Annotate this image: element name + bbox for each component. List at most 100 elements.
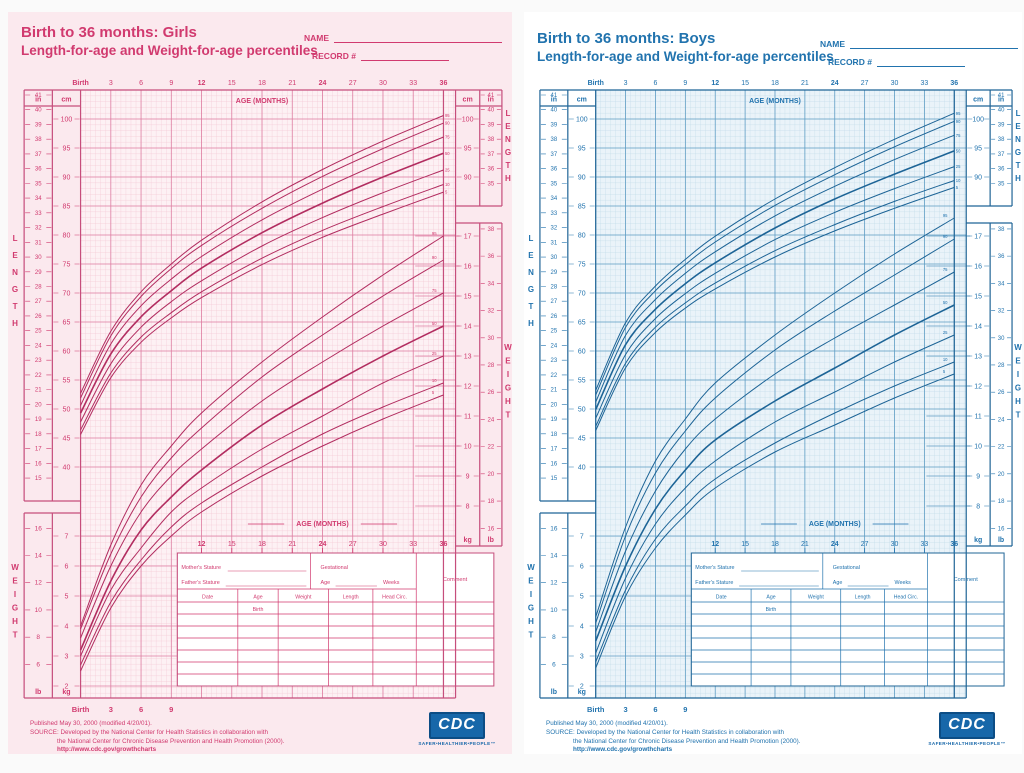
published-line: Published May 30, 2000 (modified 4/20/01… (30, 720, 152, 727)
svg-text:36: 36 (487, 254, 494, 260)
svg-text:18: 18 (551, 432, 558, 438)
svg-text:24: 24 (35, 343, 42, 349)
svg-text:30: 30 (891, 541, 899, 548)
svg-text:Mother's Stature: Mother's Stature (695, 565, 734, 571)
svg-text:15: 15 (228, 541, 236, 548)
boys-chart-page: Birth to 36 months: Boys Length-for-age … (524, 12, 1022, 754)
svg-text:H: H (1015, 174, 1021, 183)
svg-text:41: 41 (998, 93, 1005, 99)
svg-text:5: 5 (956, 185, 959, 190)
svg-text:W: W (11, 563, 19, 572)
svg-text:40: 40 (63, 464, 71, 471)
svg-text:18: 18 (258, 80, 266, 87)
svg-text:Weight: Weight (808, 594, 825, 600)
svg-text:15: 15 (35, 476, 42, 482)
svg-text:16: 16 (464, 263, 472, 270)
svg-text:9: 9 (683, 705, 687, 714)
svg-text:22: 22 (998, 445, 1005, 451)
svg-text:15: 15 (974, 293, 982, 300)
svg-text:50: 50 (943, 300, 948, 305)
svg-text:70: 70 (63, 290, 71, 297)
name-field: NAME (820, 39, 1018, 49)
svg-text:T: T (13, 302, 18, 311)
page-title: Birth to 36 months: Boys (537, 30, 716, 47)
svg-text:20: 20 (35, 402, 42, 408)
svg-text:55: 55 (63, 377, 71, 384)
svg-text:6: 6 (552, 661, 556, 668)
svg-text:40: 40 (487, 108, 494, 114)
svg-text:39: 39 (998, 122, 1005, 128)
source-line-2: the National Center for Chronic Disease … (57, 737, 285, 745)
svg-text:cm: cm (463, 97, 473, 104)
growthcharts-url: http://www.cdc.gov/growthcharts (57, 746, 157, 754)
svg-text:10: 10 (445, 182, 450, 187)
svg-text:10: 10 (35, 607, 43, 614)
svg-text:11: 11 (975, 413, 982, 420)
svg-text:E: E (12, 251, 18, 260)
percentile-curve-25th (80, 169, 444, 423)
svg-text:H: H (12, 319, 18, 328)
svg-text:29: 29 (35, 270, 42, 276)
svg-text:36: 36 (440, 541, 448, 548)
name-blank-line (334, 33, 502, 43)
record-field: RECORD # (820, 57, 1018, 67)
percentile-curve-75th (595, 134, 955, 403)
svg-text:36: 36 (998, 167, 1005, 173)
svg-text:65: 65 (578, 319, 586, 326)
svg-text:28: 28 (998, 363, 1005, 369)
svg-text:27: 27 (349, 80, 357, 87)
svg-text:T: T (506, 161, 511, 170)
svg-text:37: 37 (551, 152, 558, 158)
svg-text:15: 15 (228, 80, 236, 87)
svg-text:2: 2 (580, 683, 584, 690)
svg-text:G: G (1015, 383, 1021, 392)
svg-text:N: N (12, 268, 18, 277)
svg-text:12: 12 (974, 383, 982, 390)
svg-text:3: 3 (624, 705, 628, 714)
svg-text:35: 35 (35, 181, 42, 187)
svg-text:17: 17 (551, 447, 558, 453)
svg-text:5: 5 (65, 593, 69, 600)
svg-text:Age: Age (253, 595, 262, 601)
svg-text:36: 36 (950, 541, 958, 548)
svg-text:41: 41 (487, 93, 494, 99)
svg-text:70: 70 (578, 290, 586, 297)
percentile-curve-95th (595, 217, 955, 618)
svg-text:16: 16 (35, 461, 42, 467)
svg-text:33: 33 (551, 211, 558, 217)
svg-text:in: in (35, 97, 41, 104)
svg-text:30: 30 (487, 336, 494, 342)
svg-text:36: 36 (950, 80, 958, 87)
cdc-tagline: SAFER•HEALTHIER•PEOPLE™ (928, 741, 1006, 746)
svg-text:N: N (505, 135, 511, 144)
svg-text:T: T (1016, 410, 1021, 419)
percentile-curve-50th (79, 152, 444, 414)
svg-text:40: 40 (35, 108, 42, 114)
svg-text:H: H (528, 617, 534, 626)
svg-text:Father's Stature: Father's Stature (181, 580, 219, 586)
svg-text:Weight: Weight (295, 595, 312, 601)
svg-text:21: 21 (551, 388, 558, 394)
data-entry-table: Mother's Stature Father's Stature Gestatio… (176, 552, 495, 687)
name-field: NAME (304, 33, 502, 43)
svg-text:34: 34 (487, 281, 494, 287)
svg-text:20: 20 (487, 472, 494, 478)
svg-text:Length: Length (855, 594, 871, 600)
svg-text:75: 75 (956, 133, 961, 138)
svg-text:18: 18 (487, 499, 494, 505)
boys-header: Birth to 36 months: Boys Length-for-age … (537, 29, 834, 65)
svg-text:Birth: Birth (766, 607, 777, 613)
svg-text:3: 3 (624, 80, 628, 87)
svg-text:38: 38 (35, 137, 42, 143)
cdc-logo-mark: CDC (429, 712, 485, 739)
svg-text:35: 35 (487, 181, 494, 187)
svg-text:100: 100 (972, 116, 984, 123)
svg-text:30: 30 (891, 80, 899, 87)
svg-text:32: 32 (487, 309, 494, 315)
svg-text:T: T (13, 631, 18, 640)
svg-text:Birth: Birth (253, 607, 264, 613)
svg-text:G: G (528, 285, 534, 294)
svg-text:28: 28 (35, 285, 42, 291)
svg-text:27: 27 (35, 299, 42, 305)
